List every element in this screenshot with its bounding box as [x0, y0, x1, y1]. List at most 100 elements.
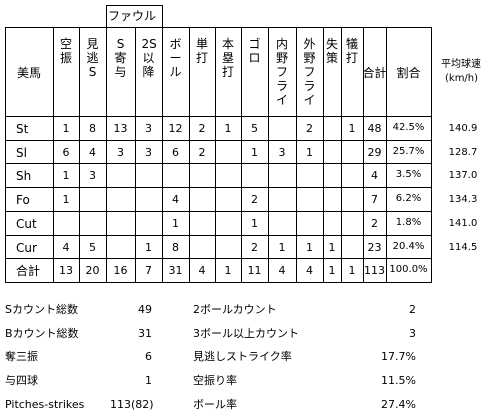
summary-label: 見逃しストライク率: [193, 350, 292, 363]
foul-group-rule: [162, 5, 163, 28]
count-cell: 13: [59, 264, 73, 277]
row-rule: [5, 163, 432, 164]
summary-value: 49: [138, 303, 152, 316]
column-header: 外野フライ: [303, 37, 316, 107]
ratio-cell: 20.4%: [392, 241, 425, 252]
total-cell: 7: [371, 193, 378, 206]
count-cell: 4: [89, 146, 96, 159]
summary-label: 2ボールカウント: [193, 303, 277, 316]
count-cell: 1: [62, 169, 70, 182]
total-cell: 2: [371, 217, 378, 230]
count-cell: 3: [145, 146, 152, 159]
summary-value: 113(82): [110, 398, 154, 411]
pitch-type-cell: Cur: [16, 241, 37, 255]
summary-value: 27.4%: [381, 398, 416, 411]
ratio-cell: 3.5%: [395, 169, 422, 180]
column-rule: [268, 27, 269, 283]
count-cell: 4: [62, 241, 70, 254]
row-rule: [5, 187, 432, 188]
row-rule: [5, 140, 432, 141]
count-cell: 31: [168, 264, 183, 277]
avg-speed-cell: 128.7: [448, 147, 478, 158]
count-cell: 1: [172, 217, 179, 230]
total-cell: 23: [367, 241, 382, 254]
summary-value: 3: [409, 327, 416, 340]
column-header: 割合: [396, 66, 421, 80]
avg-speed-unit: (km/h): [445, 73, 479, 84]
count-cell: 12: [168, 122, 183, 135]
count-cell: 6: [62, 146, 70, 159]
count-cell: 20: [85, 264, 100, 277]
column-header: 合計: [362, 66, 387, 80]
count-cell: 2: [306, 122, 313, 135]
column-header: 2S以降: [141, 37, 157, 79]
column-rule: [431, 27, 432, 283]
count-cell: 1: [306, 241, 313, 254]
count-cell: 2: [198, 146, 206, 159]
avg-speed-header: 平均球速: [441, 59, 481, 70]
column-rule: [296, 27, 297, 283]
ratio-cell: 25.7%: [392, 146, 425, 157]
column-rule: [323, 27, 324, 283]
column-header: 見逃S: [86, 37, 99, 79]
avg-speed-cell: 134.3: [448, 194, 478, 205]
column-header: ボール: [169, 37, 182, 79]
header-bottom-rule: [5, 116, 432, 117]
summary-label: 奪三振: [5, 350, 38, 363]
column-rule: [386, 27, 387, 283]
column-rule: [5, 27, 6, 283]
count-cell: 8: [89, 122, 96, 135]
count-cell: 3: [89, 169, 96, 182]
ratio-cell: 1.8%: [395, 217, 422, 228]
column-rule: [162, 27, 163, 283]
count-cell: 1: [251, 217, 258, 230]
count-cell: 1: [328, 264, 336, 277]
column-rule: [79, 27, 80, 283]
ratio-cell: 42.5%: [392, 122, 425, 133]
row-rule: [5, 211, 432, 212]
total-cell: 29: [367, 146, 382, 159]
row-rule: [5, 235, 432, 236]
count-cell: 2: [251, 241, 258, 254]
column-rule: [189, 27, 190, 283]
count-cell: 11: [247, 264, 262, 277]
column-rule: [363, 27, 364, 283]
summary-label: ボール率: [193, 398, 237, 411]
table-top-rule: [5, 27, 432, 28]
ratio-cell: 6.2%: [395, 193, 422, 204]
count-cell: 4: [172, 193, 179, 206]
column-rule: [135, 27, 136, 283]
column-rule: [53, 27, 54, 283]
column-rule: [106, 5, 107, 283]
pitch-type-cell: Fo: [16, 193, 30, 207]
foul-group-rule: [106, 5, 163, 6]
count-cell: 4: [306, 264, 313, 277]
summary-value: 17.7%: [381, 350, 416, 363]
foul-group-label: ファウル: [108, 9, 157, 23]
column-header: 空振: [59, 37, 72, 65]
column-header: S寄与: [114, 37, 127, 79]
pitch-type-cell: St: [16, 122, 29, 136]
count-cell: 1: [62, 122, 70, 135]
total-cell: 48: [367, 122, 382, 135]
ratio-cell: 100.0%: [389, 264, 428, 275]
pitcher-name: 美馬: [16, 66, 42, 80]
count-cell: 1: [278, 241, 286, 254]
count-cell: 7: [145, 264, 152, 277]
total-cell: 4: [371, 169, 378, 182]
count-cell: 13: [113, 122, 128, 135]
summary-value: 6: [145, 350, 152, 363]
column-rule: [215, 27, 216, 283]
count-cell: 3: [278, 146, 286, 159]
count-cell: 1: [224, 122, 232, 135]
avg-speed-cell: 140.9: [448, 123, 478, 134]
column-header: 内野フライ: [275, 37, 288, 107]
row-rule: [5, 258, 432, 259]
column-rule: [241, 27, 242, 283]
count-cell: 6: [172, 146, 179, 159]
column-header: 失策: [325, 37, 338, 65]
count-cell: 8: [172, 241, 179, 254]
summary-value: 1: [145, 374, 152, 387]
avg-speed-cell: 137.0: [448, 170, 478, 181]
avg-speed-cell: 141.0: [448, 218, 478, 229]
